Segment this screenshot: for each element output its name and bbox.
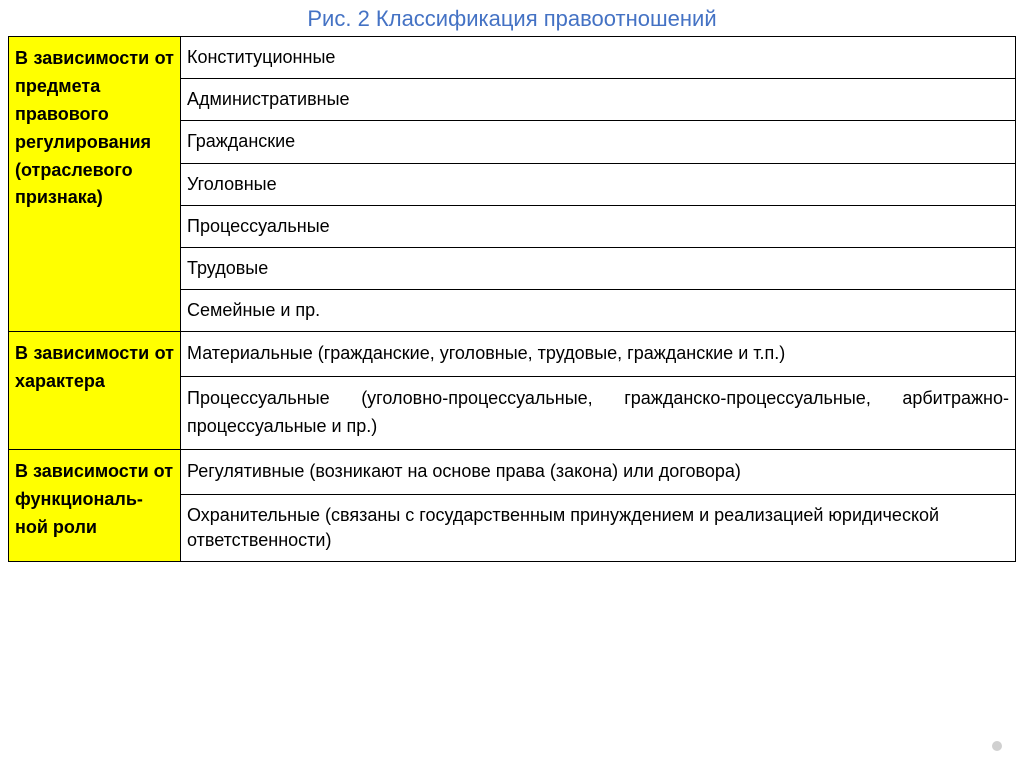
value-cell: Регулятивные (возникают на основе права …: [181, 449, 1016, 494]
category-cell: В зависимости от функциональ-ной роли: [9, 449, 181, 561]
value-cell: Процессуальные: [181, 205, 1016, 247]
table-row: В зависимости от характераМатериальные (…: [9, 332, 1016, 377]
value-cell: Охранительные (связаны с государственным…: [181, 494, 1016, 561]
category-cell: В зависимости от предмета правового регу…: [9, 37, 181, 332]
value-cell: Административные: [181, 79, 1016, 121]
value-cell: Материальные (гражданские, уголовные, тр…: [181, 332, 1016, 377]
value-cell: Гражданские: [181, 121, 1016, 163]
value-cell: Трудовые: [181, 247, 1016, 289]
category-cell: В зависимости от характера: [9, 332, 181, 450]
page-title: Рис. 2 Классификация правоотношений: [0, 0, 1024, 36]
classification-table: В зависимости от предмета правового регу…: [8, 36, 1016, 562]
value-cell: Процессуальные (уголовно-процессуальные,…: [181, 377, 1016, 450]
value-cell: Уголовные: [181, 163, 1016, 205]
table-row: В зависимости от функциональ-ной ролиРег…: [9, 449, 1016, 494]
value-cell: Конституционные: [181, 37, 1016, 79]
value-cell: Семейные и пр.: [181, 290, 1016, 332]
page-indicator-dot: [992, 741, 1002, 751]
table-row: В зависимости от предмета правового регу…: [9, 37, 1016, 79]
